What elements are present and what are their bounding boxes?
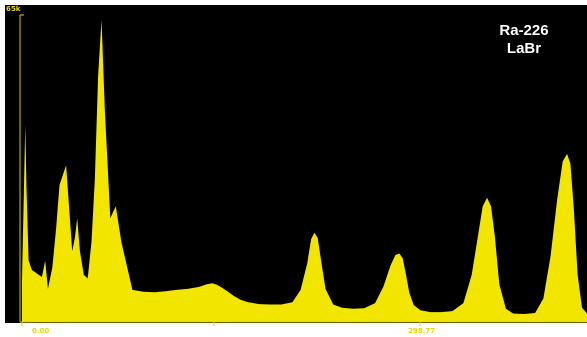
x-tick-label-mid: 298.77 — [408, 327, 436, 335]
spectrum-area — [22, 19, 587, 322]
chart-title: Ra-226 — [499, 22, 549, 39]
y-tick-label-max: 65k — [6, 5, 21, 13]
x-tick-label-start: 0.00 — [32, 327, 50, 335]
chart-subtitle: LaBr — [506, 40, 542, 57]
